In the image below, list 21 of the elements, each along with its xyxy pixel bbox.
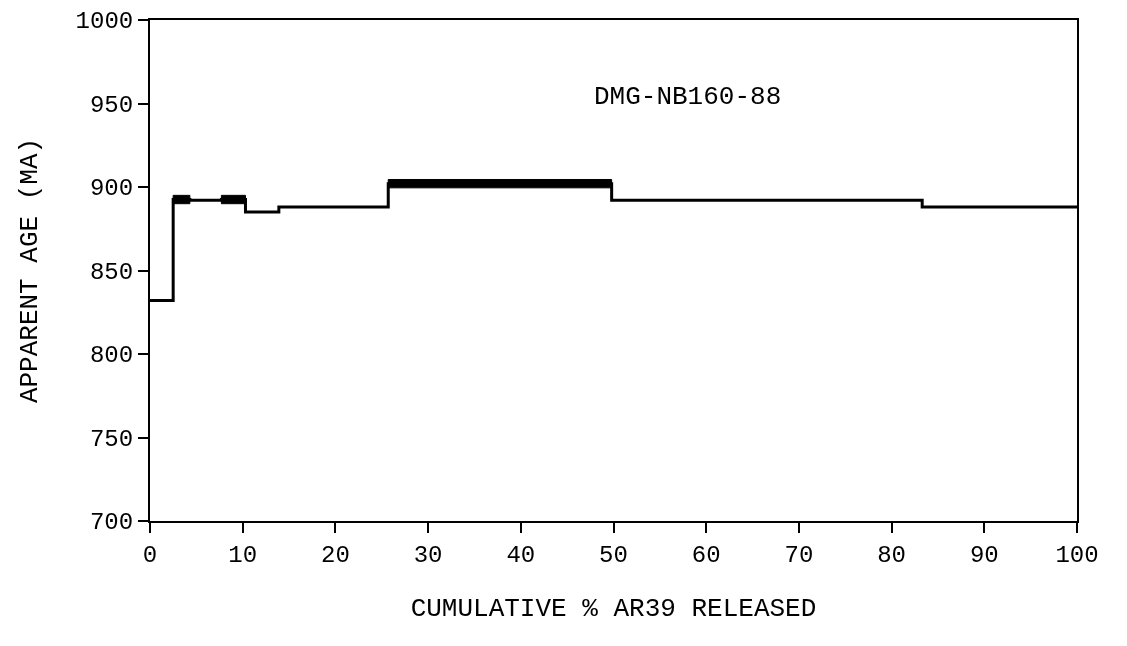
y-tick-label: 700	[89, 509, 134, 537]
x-tick-label: 0	[142, 541, 158, 569]
x-tick-label: 20	[320, 541, 350, 569]
x-tick-label: 40	[506, 541, 536, 569]
y-tick-label: 900	[89, 175, 134, 203]
y-tick-label: 1000	[75, 8, 134, 36]
x-tick-label: 80	[877, 541, 907, 569]
x-tick-label: 90	[969, 541, 999, 569]
x-tick-label: 50	[599, 541, 628, 569]
x-tick-label: 70	[784, 541, 814, 569]
x-tick-label: 10	[228, 541, 258, 569]
y-tick-label: 850	[89, 258, 134, 286]
x-tick-label: 60	[691, 541, 721, 569]
x-axis-title: CUMULATIVE % AR39 RELEASED	[410, 594, 817, 624]
x-tick-label: 100	[1055, 541, 1099, 569]
annotation: DMG-NB160-88	[594, 82, 782, 112]
x-tick-label: 30	[413, 541, 443, 569]
y-tick-label: 950	[89, 91, 134, 119]
y-tick-label: 750	[89, 425, 134, 453]
y-axis-title: APPARENT AGE (MA)	[15, 137, 46, 404]
y-tick-label: 800	[89, 342, 134, 370]
